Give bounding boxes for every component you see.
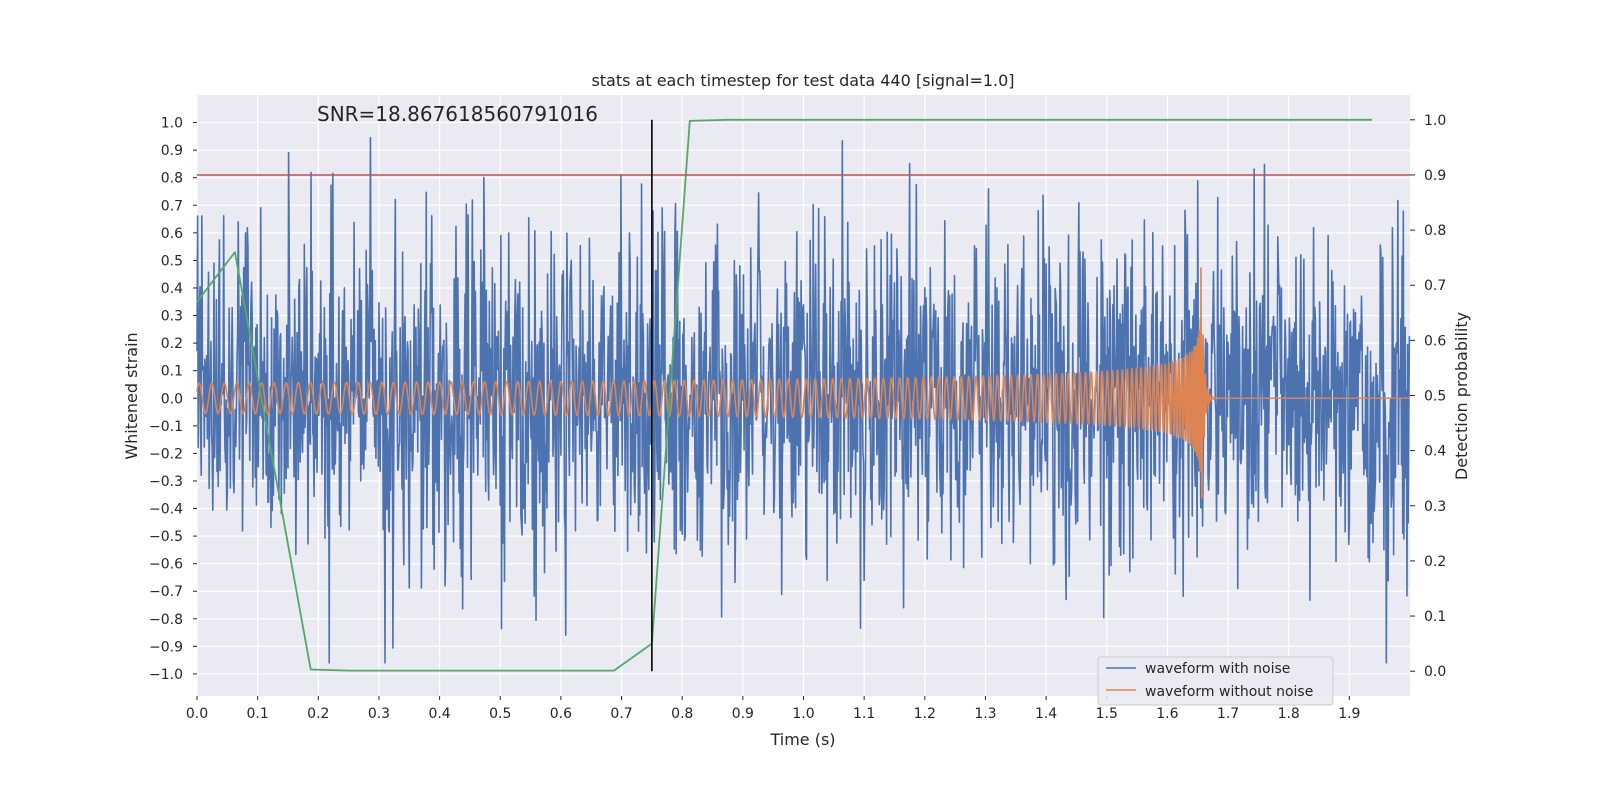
y-left-tick-label: −0.6 xyxy=(149,557,183,573)
legend-label-clean: waveform without noise xyxy=(1145,684,1313,700)
y-left-tick-label: 0.8 xyxy=(161,171,183,187)
x-tick-label: 0.0 xyxy=(186,706,208,722)
y-left-tick-label: −1.0 xyxy=(149,667,183,683)
y-right-tick-label: 0.8 xyxy=(1424,223,1446,239)
x-tick-label: 0.1 xyxy=(247,706,269,722)
x-tick-label: 1.8 xyxy=(1278,706,1300,722)
y-right-tick-label: 1.0 xyxy=(1424,113,1446,129)
y-left-tick-label: 0.9 xyxy=(161,143,183,159)
x-tick-label: 0.2 xyxy=(307,706,329,722)
x-axis-label: Time (s) xyxy=(769,730,835,749)
y-left-tick-label: 1.0 xyxy=(161,116,183,132)
y-right-axis-label: Detection probability xyxy=(1452,312,1471,480)
y-right-tick-label: 0.5 xyxy=(1424,389,1446,405)
y-right-tick-label: 0.4 xyxy=(1424,444,1446,460)
y-left-tick-label: 0.3 xyxy=(161,309,183,325)
y-left-tick-label: 0.6 xyxy=(161,226,183,242)
y-left-tick-label: 0.0 xyxy=(161,391,183,407)
x-tick-label: 1.7 xyxy=(1217,706,1239,722)
x-tick-label: 1.9 xyxy=(1338,706,1360,722)
y-left-tick-label: −0.4 xyxy=(149,502,183,518)
x-tick-label: 0.4 xyxy=(428,706,450,722)
y-left-tick-label: −0.1 xyxy=(149,419,183,435)
y-right-tick-label: 0.2 xyxy=(1424,554,1446,570)
snr-annotation: SNR=18.867618560791016 xyxy=(317,102,598,126)
y-left-tick-label: −0.8 xyxy=(149,612,183,628)
x-tick-label: 0.8 xyxy=(671,706,693,722)
y-right-tick-label: 0.3 xyxy=(1424,499,1446,515)
y-right-tick-label: 0.0 xyxy=(1424,664,1446,680)
x-tick-label: 0.6 xyxy=(550,706,572,722)
y-left-tick-label: −0.2 xyxy=(149,446,183,462)
legend: waveform with noise waveform without noi… xyxy=(1097,656,1334,706)
y-right-tick-label: 0.1 xyxy=(1424,609,1446,625)
chart-title: stats at each timestep for test data 440… xyxy=(591,71,1014,90)
y-right-tick-label: 0.7 xyxy=(1424,278,1446,294)
y-left-tick-labels: −1.0 −0.9 −0.8 −0.7 −0.6 −0.5 −0.4 −0.3 −0.2 −0.1… xyxy=(149,116,197,683)
x-tick-label: 1.0 xyxy=(792,706,814,722)
x-tick-label: 1.2 xyxy=(914,706,936,722)
overlay-layer xyxy=(197,119,1410,672)
x-tick-label: 1.6 xyxy=(1156,706,1178,722)
series-layer xyxy=(196,118,1411,672)
y-right-tick-labels: 0.0 0.1 0.2 0.3 0.4 0.5 0.6 0.7 0.8 0.9 1.0 xyxy=(1410,113,1446,680)
y-right-tick-label: 0.9 xyxy=(1424,168,1446,184)
y-left-tick-label: −0.9 xyxy=(149,639,183,655)
x-tick-label: 0.9 xyxy=(732,706,754,722)
y-left-tick-label: 0.7 xyxy=(161,198,183,214)
y-left-tick-label: 0.4 xyxy=(161,281,183,297)
y-left-axis-label: Whitened strain xyxy=(122,332,141,459)
y-left-tick-label: −0.5 xyxy=(149,529,183,545)
y-right-tick-label: 0.6 xyxy=(1424,333,1446,349)
y-left-tick-label: 0.1 xyxy=(161,364,183,380)
y-left-tick-label: 0.5 xyxy=(161,253,183,269)
legend-label-noise: waveform with noise xyxy=(1145,661,1290,677)
x-tick-label: 1.3 xyxy=(974,706,996,722)
y-left-tick-label: −0.3 xyxy=(149,474,183,490)
legend-box xyxy=(1097,656,1334,706)
x-tick-label: 0.7 xyxy=(610,706,632,722)
x-tick-labels: 0.0 0.1 0.2 0.3 0.4 0.5 0.6 0.7 0.8 0.9 1.0 1.1 1.2 1… xyxy=(186,696,1360,722)
x-tick-label: 0.5 xyxy=(489,706,511,722)
x-tick-label: 1.4 xyxy=(1035,706,1057,722)
series-waveform-with-noise xyxy=(196,136,1411,664)
y-left-tick-label: −0.7 xyxy=(149,584,183,600)
series-waveform-without-noise xyxy=(196,267,1411,499)
y-left-tick-label: 0.2 xyxy=(161,336,183,352)
x-tick-label: 0.3 xyxy=(368,706,390,722)
x-tick-label: 1.5 xyxy=(1096,706,1118,722)
x-tick-label: 1.1 xyxy=(853,706,875,722)
series-detection-probability xyxy=(196,118,1373,672)
